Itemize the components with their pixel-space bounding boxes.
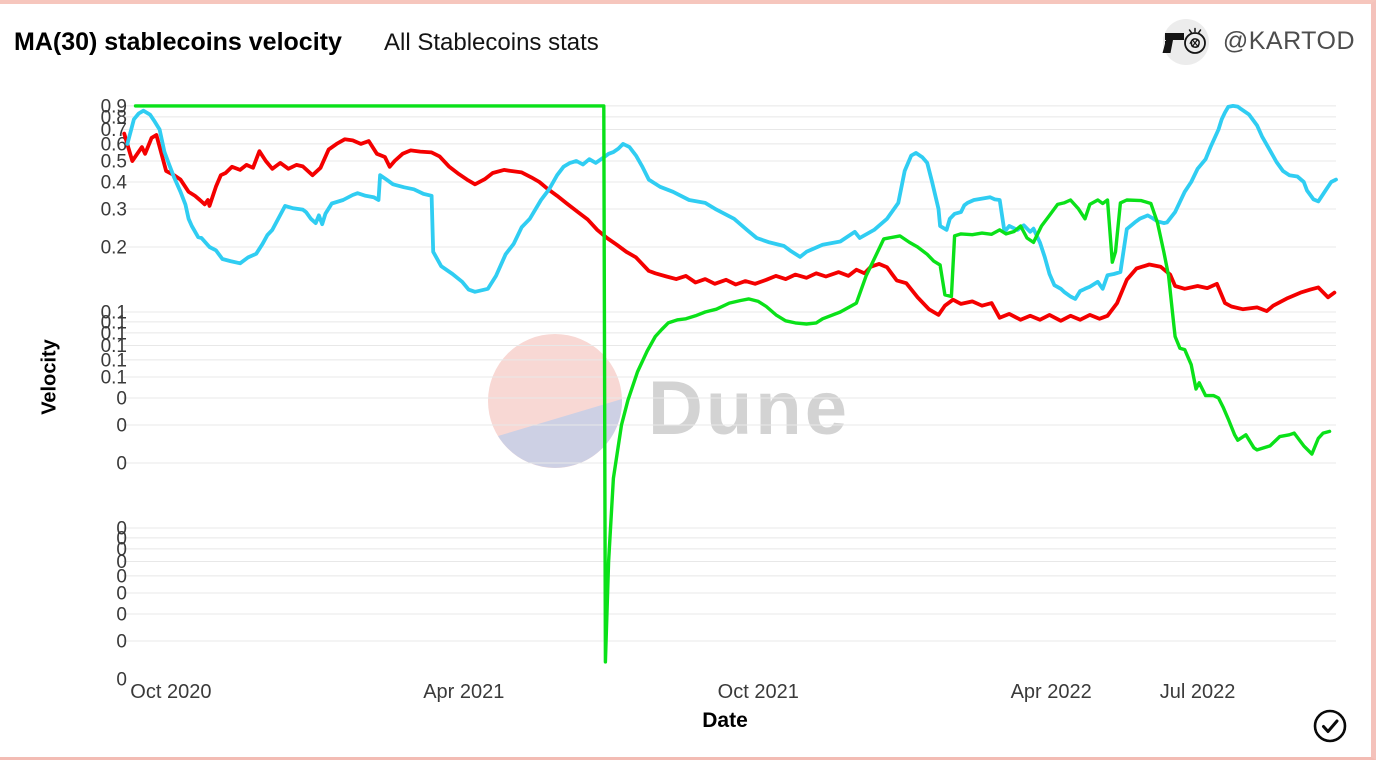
series-group xyxy=(122,104,1338,664)
x-tick-label: Oct 2020 xyxy=(130,681,211,703)
y-tick-label: 0.7 xyxy=(101,120,127,141)
target-figure-icon xyxy=(1183,27,1206,54)
y-tick-label: 0 xyxy=(116,453,127,474)
author-handle[interactable]: @KARTOD xyxy=(1222,26,1355,55)
y-tick-label: 0.1 xyxy=(101,368,127,389)
chart-title: MA(30) stablecoins velocity xyxy=(14,28,342,56)
gun-icon xyxy=(1162,33,1184,53)
y-tick-label: 0 xyxy=(116,552,127,573)
x-tick-label: Apr 2022 xyxy=(1011,681,1092,703)
y-tick-label: 0.5 xyxy=(101,152,127,173)
y-tick-label: 0 xyxy=(116,669,127,690)
dune-watermark-text: Dune xyxy=(648,366,850,451)
y-tick-label: 0 xyxy=(116,519,127,540)
kartod-avatar[interactable] xyxy=(1161,16,1211,66)
y-tick-label: 0.8 xyxy=(101,107,127,128)
chart-subtitle: All Stablecoins stats xyxy=(384,29,599,56)
y-tick-labels: 0.90.80.70.60.50.40.30.20.10.10.10.10.10… xyxy=(101,96,128,690)
y-tick-label: 0.4 xyxy=(101,172,128,193)
x-tick-label: Jul 2022 xyxy=(1160,681,1236,703)
series-green-line xyxy=(133,104,1332,664)
y-tick-label: 0.3 xyxy=(101,199,127,220)
y-tick-label: 0 xyxy=(116,539,127,560)
y-tick-label: 0.1 xyxy=(101,312,127,333)
y-tick-label: 0.1 xyxy=(101,323,127,344)
series-red-line xyxy=(122,131,1337,323)
y-gridlines xyxy=(123,105,1336,642)
y-tick-label: 0.9 xyxy=(101,96,127,117)
y-tick-label: 0.6 xyxy=(101,134,127,155)
y-tick-label: 0 xyxy=(116,415,127,436)
y-tick-label: 0.1 xyxy=(101,336,127,357)
x-tick-label: Apr 2021 xyxy=(423,681,504,703)
y-tick-label: 0 xyxy=(116,584,127,605)
x-tick-labels: Oct 2020 Apr 2021 Oct 2021 Apr 2022 Jul 2022 xyxy=(130,681,1235,703)
y-tick-label: 0 xyxy=(116,566,127,587)
x-axis-title: Date xyxy=(702,709,748,732)
x-tick-label: Oct 2021 xyxy=(718,681,799,703)
velocity-chart: Dune0.90.80.70.60.50.40.30.20.10.10.10.1… xyxy=(101,96,1338,703)
series-cyan-line xyxy=(125,104,1338,301)
y-tick-label: 0.1 xyxy=(101,350,127,371)
check-circle-outline xyxy=(1313,709,1347,743)
y-tick-label: 0 xyxy=(116,528,127,549)
y-tick-label: 0 xyxy=(116,604,127,625)
check-icon xyxy=(1322,719,1339,733)
author-block[interactable]: @KARTOD xyxy=(1161,15,1355,67)
dune-watermark: Dune xyxy=(488,334,850,468)
y-tick-label: 0 xyxy=(116,388,127,409)
check-circle-button[interactable] xyxy=(1313,709,1347,743)
y-tick-label: 0.2 xyxy=(101,237,127,258)
y-tick-label: 0.1 xyxy=(101,303,127,324)
y-tick-label: 0 xyxy=(116,631,127,652)
watermark-circle-bottom xyxy=(498,399,623,468)
